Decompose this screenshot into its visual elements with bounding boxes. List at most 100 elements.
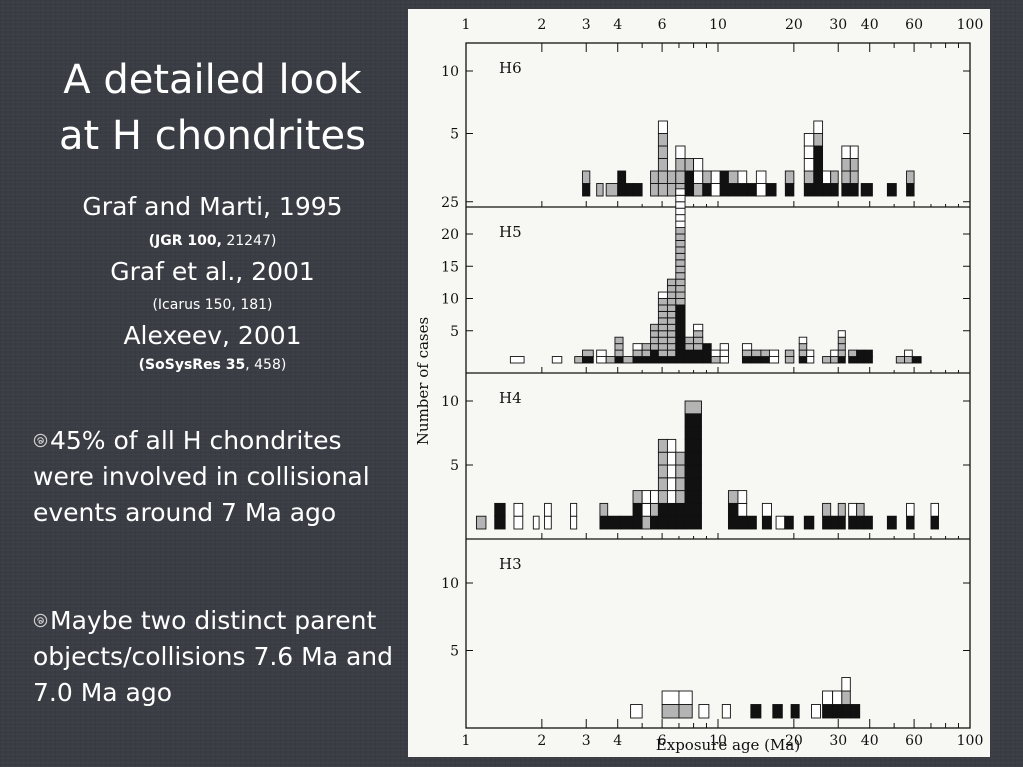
histogram-bar <box>803 158 815 172</box>
y-tick-label: 10 <box>441 292 459 308</box>
histogram-bar <box>666 285 677 293</box>
histogram-bar <box>784 183 795 197</box>
histogram-bar <box>657 490 668 504</box>
histogram-bar <box>684 356 695 364</box>
histogram-bar <box>617 183 627 197</box>
bullet-text-1: 45% of all H chondrites were involved in… <box>33 426 370 527</box>
histogram-bar <box>837 330 846 338</box>
y-tick-label: 5 <box>450 644 459 660</box>
histogram-bar <box>863 356 873 364</box>
swirl-bullet-icon <box>33 433 48 448</box>
y-tick-label: 5 <box>450 127 459 143</box>
histogram-bar <box>848 502 858 517</box>
histogram-bar <box>675 336 686 345</box>
histogram-bar <box>657 343 668 351</box>
histogram-bar <box>675 285 686 293</box>
histogram-bar <box>666 330 677 338</box>
histogram-bar <box>582 356 594 364</box>
histogram-bar <box>727 502 739 517</box>
histogram-bar <box>657 515 668 530</box>
histogram-bar <box>693 183 704 197</box>
histogram-bar <box>803 133 815 147</box>
histogram-bar <box>760 349 770 358</box>
histogram-bar <box>702 170 712 184</box>
histogram-bar <box>906 515 915 530</box>
x-tick-label-bottom: 2 <box>537 733 546 749</box>
histogram-bar <box>675 278 686 287</box>
histogram-bar <box>727 515 739 530</box>
histogram-bar <box>803 183 815 197</box>
histogram-bar <box>848 349 858 358</box>
histogram-bar <box>657 464 668 479</box>
histogram-bar <box>741 343 753 351</box>
histogram-bar <box>650 330 659 338</box>
histogram-bar <box>803 515 815 530</box>
x-tick-label-top: 2 <box>537 17 546 33</box>
histogram-bar <box>803 170 815 184</box>
histogram-bar <box>657 183 668 197</box>
histogram-bar <box>666 356 677 364</box>
histogram-bar <box>684 490 702 504</box>
histogram-bar <box>582 349 594 358</box>
slide-title-line-2: at H chondrites <box>59 113 366 159</box>
reference-1-citation-bold: (JGR 100, <box>148 233 222 249</box>
histogram-bar <box>509 356 525 364</box>
histogram-bar <box>675 214 686 222</box>
histogram-bar <box>657 298 668 306</box>
histogram-bar <box>837 343 846 351</box>
histogram-bar <box>675 464 686 479</box>
histogram-bar <box>822 515 832 530</box>
histogram-bar <box>675 291 686 299</box>
histogram-bar <box>657 502 668 517</box>
histogram-bar <box>832 690 843 705</box>
exposure-age-histogram-figure: 1 1 2 2 3 3 4 4 6 6 10 10 20 20 30 30 40 40 60 60 100 100 Expo… <box>408 9 990 757</box>
x-tick-label-top: 10 <box>709 17 727 33</box>
histogram-bar <box>675 451 686 466</box>
histogram-bar <box>798 343 808 351</box>
histogram-bar <box>666 317 677 325</box>
x-tick-label-top: 60 <box>905 17 923 33</box>
histogram-bar <box>684 170 695 184</box>
histogram-bar <box>830 170 839 184</box>
histogram-bar <box>675 298 686 306</box>
histogram-bar <box>684 477 702 492</box>
histogram-bar <box>666 349 677 358</box>
histogram-bar <box>657 336 668 345</box>
histogram-bar <box>641 343 652 351</box>
histogram-bar <box>641 490 652 504</box>
histogram-bar <box>666 343 677 351</box>
x-tick-label-top: 4 <box>613 17 622 33</box>
histogram-bar <box>721 704 731 719</box>
x-tick-label-top: 1 <box>462 17 471 33</box>
reference-2-citation: (Icarus 150, 181) <box>152 297 273 313</box>
histogram-bar <box>661 690 680 705</box>
histogram-bar <box>574 356 583 364</box>
histogram-bar <box>632 502 643 517</box>
histogram-bar <box>906 170 915 184</box>
histogram-bar <box>803 145 815 159</box>
histogram-bar <box>693 349 704 358</box>
histogram-bar <box>693 330 704 338</box>
y-tick-label: 10 <box>441 64 459 80</box>
histogram-bar <box>605 183 619 197</box>
histogram-bar <box>768 356 780 364</box>
histogram-bar <box>666 490 677 504</box>
histogram-chart: 1 1 2 2 3 3 4 4 6 6 10 10 20 20 30 30 40 40 60 60 100 100 Expo… <box>414 17 984 754</box>
histogram-bar <box>849 158 859 172</box>
histogram-bar <box>693 170 704 184</box>
histogram-bar <box>895 356 906 364</box>
histogram-bar <box>666 438 677 453</box>
histogram-bar <box>798 349 808 358</box>
histogram-bar <box>886 183 897 197</box>
histogram-bar <box>904 349 913 358</box>
histogram-bar <box>684 336 695 345</box>
histogram-bar <box>719 183 729 197</box>
histogram-bar <box>675 259 686 267</box>
x-tick-label-top: 100 <box>957 17 984 33</box>
histogram-bar <box>848 356 858 364</box>
histogram-bar <box>684 400 702 415</box>
histogram-bar <box>494 515 506 530</box>
reference-3: Alexeev, 2001 <box>123 321 302 350</box>
slide-title-line-1: A detailed look <box>63 57 362 103</box>
histogram-bar <box>841 677 851 692</box>
